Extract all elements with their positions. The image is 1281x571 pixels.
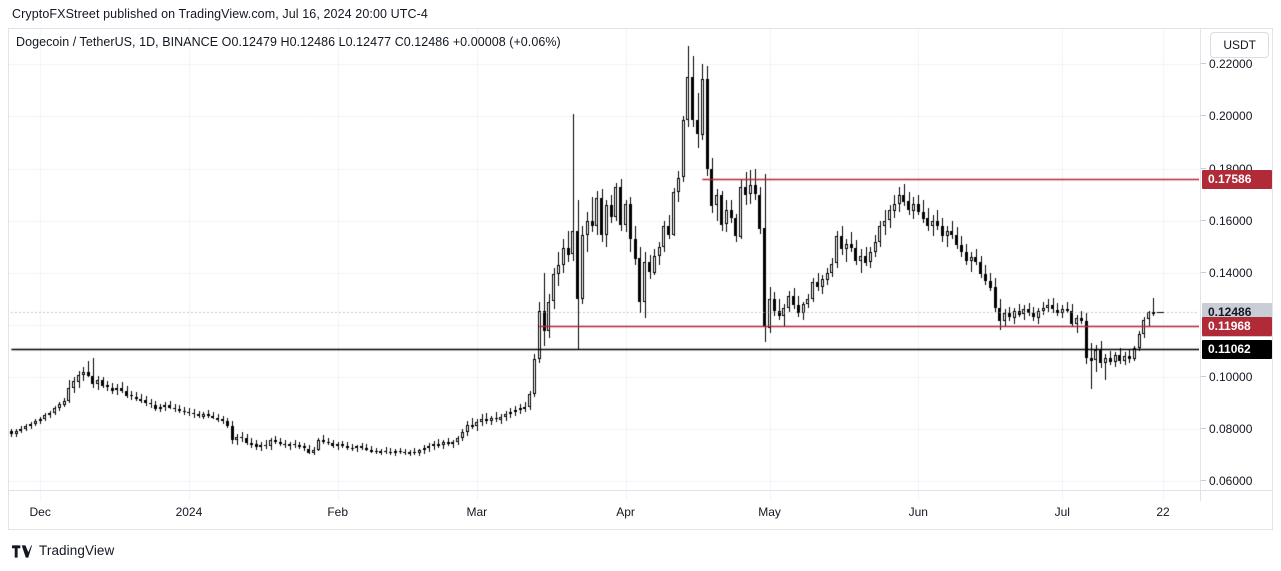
attribution-text: CryptoFXStreet published on TradingView.…	[12, 7, 428, 21]
time-tick-label: Dec	[29, 505, 51, 519]
price-tick-mark	[1201, 219, 1206, 221]
price-tick-label: 0.06000	[1201, 474, 1252, 488]
time-tick-label: Mar	[466, 505, 488, 519]
time-scale-axis[interactable]: Dec 2024 Feb Mar Apr May Jun Jul 22	[8, 490, 1273, 530]
time-tick-label: Feb	[327, 505, 349, 519]
price-tick-mark	[1201, 115, 1206, 117]
time-tick-label: 22	[1156, 505, 1170, 519]
chart-legend: Dogecoin / TetherUS, 1D, BINANCE O0.1247…	[16, 35, 561, 49]
support-price-tag[interactable]: 0.11968	[1202, 316, 1272, 336]
time-tick-label: May	[758, 505, 781, 519]
currency-badge[interactable]: USDT	[1210, 32, 1269, 58]
price-tick-mark	[1201, 271, 1206, 273]
price-tick-label: 0.22000	[1201, 57, 1252, 71]
time-tick-label: Jul	[1054, 505, 1070, 519]
price-tick-label: 0.14000	[1201, 266, 1252, 280]
time-tick-label: Apr	[616, 505, 635, 519]
tradingview-footer: TradingView	[12, 543, 114, 559]
price-tick-label: 0.16000	[1201, 214, 1252, 228]
price-tick-mark	[1201, 480, 1206, 482]
price-scale-axis[interactable]: 0.22000 0.20000 0.18000 0.16000 0.14000 0.100…	[1200, 29, 1272, 501]
resistance-price-tag[interactable]: 0.17586	[1202, 170, 1272, 190]
candlestick-plot[interactable]	[9, 29, 1199, 501]
cursor-price-tag-value: 0.12486	[1208, 305, 1252, 320]
price-tick-mark	[1201, 376, 1206, 378]
tradingview-wordmark: TradingView	[39, 543, 115, 558]
last-price-tag[interactable]: 0.11062	[1202, 340, 1272, 360]
price-tick-label: 0.08000	[1201, 422, 1252, 436]
price-tick-mark	[1201, 167, 1206, 169]
price-tick-mark	[1201, 63, 1206, 65]
time-tick-label: Jun	[908, 505, 928, 519]
tradingview-logo-icon	[12, 544, 32, 558]
price-tick-label: 0.20000	[1201, 109, 1252, 123]
price-tick-label: 0.10000	[1201, 370, 1252, 384]
time-tick-label: 2024	[175, 505, 203, 519]
price-tick-mark	[1201, 428, 1206, 430]
